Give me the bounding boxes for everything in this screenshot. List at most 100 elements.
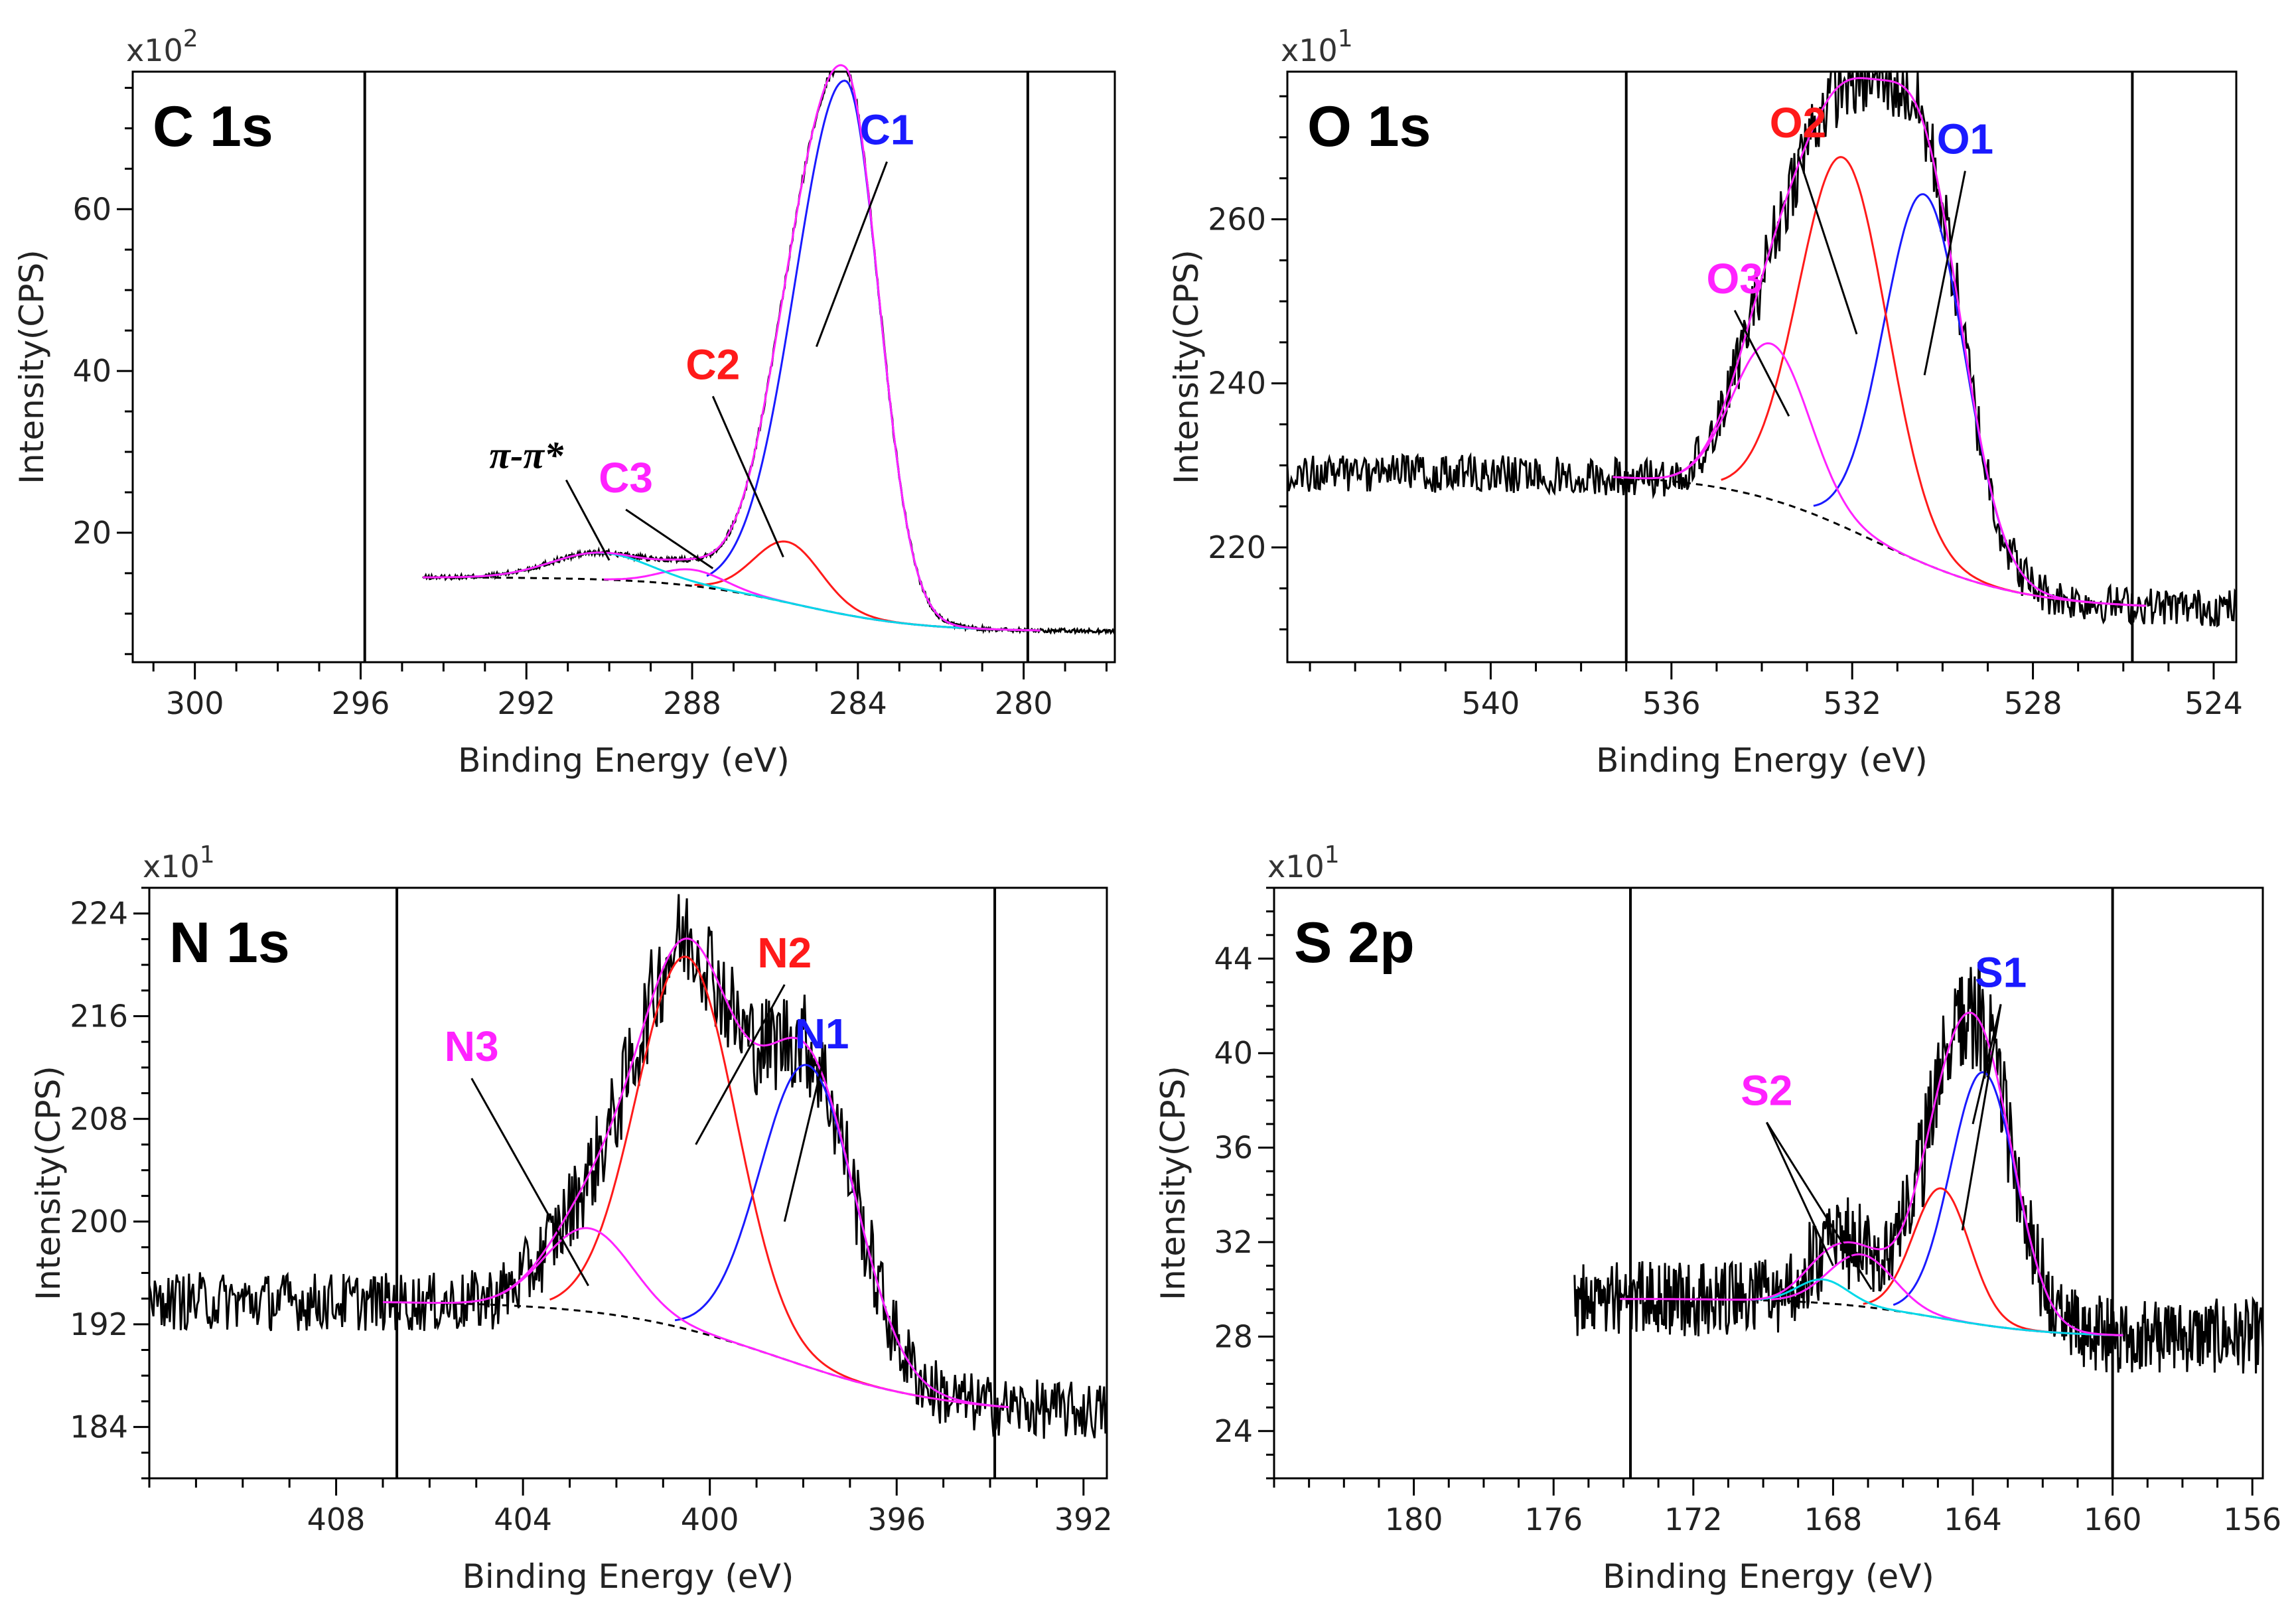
y-exponent-label: x101 (1281, 25, 1353, 68)
fit-component-c3 (604, 568, 1040, 632)
peak-leader-line (565, 479, 610, 561)
y-tick-label: 40 (1214, 1035, 1253, 1071)
x-tick-label: 400 (681, 1502, 739, 1537)
peak-label: S1 (1975, 949, 2027, 997)
peak-label: O2 (1770, 99, 1826, 147)
panel-title: C 1s (153, 95, 273, 159)
background-baseline (383, 1301, 1009, 1409)
y-exponent-base: x10 (126, 33, 183, 68)
y-axis-label: Intensity(CPS) (1167, 249, 1206, 484)
x-tick-label: 284 (829, 685, 887, 721)
peak-leader-line (815, 161, 888, 348)
raw-spectrum-line (422, 70, 1116, 636)
x-tick-label: 180 (1385, 1502, 1443, 1537)
peak-leader-line (1766, 1121, 1834, 1267)
x-tick-label: 528 (2004, 685, 2062, 721)
y-tick-label: 32 (1214, 1224, 1253, 1260)
peak-label: N1 (795, 1010, 849, 1058)
y-tick-label: 184 (70, 1409, 128, 1445)
x-tick-label: 164 (1944, 1502, 2002, 1537)
background-baseline (1613, 476, 2146, 607)
peak-leader-line (470, 1078, 589, 1287)
x-tick-label: 176 (1524, 1502, 1583, 1537)
peak-label: O1 (1937, 115, 1993, 163)
y-exponent-base: x10 (1281, 33, 1338, 68)
y-exponent-base: x10 (143, 849, 200, 884)
y-tick-label: 208 (70, 1101, 128, 1137)
fit-envelope (1613, 77, 2146, 607)
y-tick-label: 240 (1208, 366, 1266, 401)
y-axis-label: Intensity(CPS) (13, 249, 51, 484)
x-axis-label: Binding Energy (eV) (1596, 741, 1928, 780)
panel-title: O 1s (1307, 95, 1431, 159)
x-tick-label: 524 (2185, 685, 2243, 721)
peak-label: N2 (757, 929, 812, 977)
x-tick-label: 280 (995, 685, 1053, 721)
y-tick-label: 216 (70, 998, 128, 1034)
y-axis-label: Intensity(CPS) (29, 1066, 68, 1300)
y-axis-label: Intensity(CPS) (1154, 1066, 1192, 1300)
y-tick-label: 192 (70, 1306, 128, 1342)
raw-spectrum-line (1573, 961, 2264, 1374)
panel-s2p: x101 180 176 172 168 164 160 156 24 28 32 36 40 44 Bin… (1154, 841, 2281, 1596)
panel-n1s: x101 408 404 400 396 392 184 192 200 208 216 224 Bin… (29, 841, 1113, 1596)
x-tick-label: 172 (1664, 1502, 1723, 1537)
y-tick-label: 36 (1214, 1130, 1253, 1166)
x-tick-label: 392 (1054, 1502, 1113, 1537)
peak-leader-line (1923, 171, 1966, 376)
peak-leader-line (1797, 154, 1858, 335)
y-tick-label: 224 (70, 896, 128, 932)
panel-title: S 2p (1294, 911, 1415, 975)
x-tick-label: 292 (497, 685, 555, 721)
peak-label: S2 (1741, 1067, 1792, 1115)
plot-frame (131, 70, 1116, 664)
peak-leader-line (695, 984, 786, 1145)
peak-leader-line (625, 508, 714, 569)
plot-frame (1286, 70, 2238, 664)
x-tick-label: 296 (332, 685, 390, 721)
peak-leader-line (1972, 1004, 2002, 1125)
y-tick-label: 220 (1208, 529, 1266, 565)
fit-component-s2b (1752, 1278, 2123, 1336)
x-tick-label: 540 (1462, 685, 1520, 721)
peak-label: C1 (860, 106, 914, 154)
panel-o1s: x101 540 536 532 528 524 220 240 260 Binding Ener… (1167, 25, 2243, 780)
fit-envelope (1620, 1011, 2123, 1336)
y-exponent-base: x10 (1267, 849, 1325, 884)
fit-envelope (383, 937, 1009, 1409)
fit-component-o1 (1813, 193, 2146, 607)
x-tick-label: 408 (307, 1502, 366, 1537)
plot-frame (1273, 886, 2264, 1480)
y-tick-label: 44 (1214, 941, 1253, 977)
fit-component-o3 (1664, 342, 2146, 607)
peak-label: π-π* (489, 433, 564, 476)
x-tick-label: 536 (1642, 685, 1701, 721)
peak-label: C2 (685, 340, 740, 388)
peak-label: C3 (599, 454, 653, 502)
peak-leader-line (783, 1065, 824, 1222)
x-tick-label: 156 (2223, 1502, 2281, 1537)
x-axis-label: Binding Energy (eV) (463, 1557, 794, 1596)
fit-component-c2 (694, 540, 1040, 632)
y-tick-label: 20 (72, 515, 111, 551)
y-tick-label: 40 (72, 353, 111, 389)
peak-leader-line (711, 395, 784, 558)
x-tick-label: 168 (1804, 1502, 1862, 1537)
x-tick-label: 532 (1823, 685, 1881, 721)
x-tick-label: 300 (166, 685, 224, 721)
x-tick-label: 396 (867, 1502, 926, 1537)
y-tick-label: 60 (72, 191, 111, 227)
y-tick-label: 260 (1208, 202, 1266, 238)
peak-label: O3 (1706, 255, 1762, 303)
y-exponent-label: x102 (126, 25, 198, 68)
y-exponent-power: 1 (200, 841, 215, 869)
peak-leader-line (1766, 1121, 1873, 1290)
x-tick-label: 404 (494, 1502, 552, 1537)
raw-spectrum-line (148, 894, 1108, 1439)
y-exponent-label: x101 (143, 841, 215, 884)
x-axis-label: Binding Energy (eV) (1603, 1557, 1934, 1596)
plot-frame (148, 886, 1108, 1480)
y-exponent-power: 2 (183, 25, 198, 52)
x-axis-label: Binding Energy (eV) (458, 741, 790, 780)
y-exponent-power: 1 (1325, 841, 1340, 869)
